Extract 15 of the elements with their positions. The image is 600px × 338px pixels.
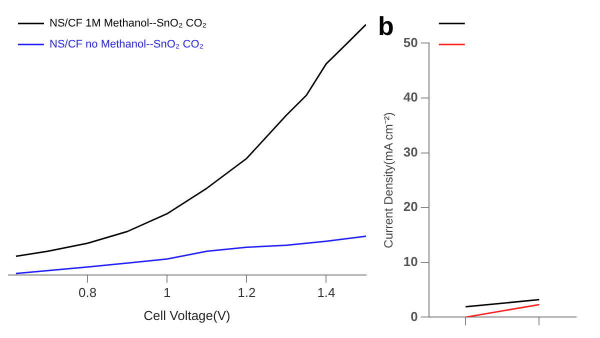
y-tick-label: 0	[410, 308, 418, 324]
y-tick-label: 50	[403, 34, 418, 50]
y-tick-label: 10	[403, 254, 418, 269]
y-tick-label: 30	[403, 144, 418, 160]
x-axis-title: Cell Voltage(V)	[144, 308, 230, 323]
y-tick-label: 40	[403, 90, 418, 105]
chart-title: b	[378, 10, 394, 41]
x-tick-label: 1.4	[317, 285, 336, 300]
y-tick-label: 20	[403, 199, 418, 214]
legend-label: NS/CF no Methanol--SnO₂ CO₂	[50, 38, 204, 51]
y-axis-title: Current Density(mA cm⁻²)	[382, 112, 396, 248]
legend-label: NS/CF 1M Methanol--SnO₂ CO₂	[50, 18, 207, 30]
x-tick-label: 1.2	[238, 285, 256, 300]
x-tick-label: 1	[163, 285, 171, 300]
x-tick-label: 0.8	[78, 285, 97, 300]
